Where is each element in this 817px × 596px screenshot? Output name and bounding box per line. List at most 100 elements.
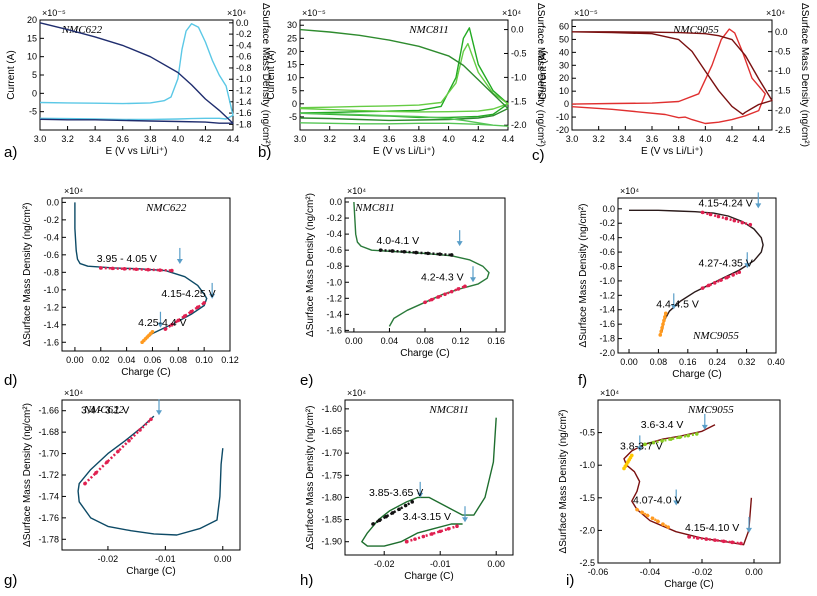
y-tick-label: -0.2 <box>599 218 615 228</box>
series-line-0 <box>629 209 764 332</box>
annotation-marker <box>645 513 650 518</box>
annotation-marker <box>635 507 639 512</box>
x-tick-label: -0.01 <box>430 559 451 569</box>
x-tick-label: 3.2 <box>61 134 74 144</box>
y2-tick-label: -0.8 <box>236 63 252 73</box>
plot-frame <box>39 19 234 131</box>
annotation-marker <box>426 251 430 256</box>
panel-label: a) <box>4 144 17 161</box>
y-tick-label: 30 <box>287 20 297 30</box>
annotation-marker <box>663 315 667 319</box>
annotation-label: 3.95 - 4.05 V <box>97 253 157 265</box>
annotation-marker <box>660 325 664 330</box>
annotation-marker <box>656 519 660 524</box>
series-line-0 <box>361 417 497 547</box>
annotation-marker <box>687 535 691 539</box>
annotation-marker <box>449 253 454 257</box>
annotation-label: 4.25-4.4 V <box>138 317 186 329</box>
x-tick-label: 0.08 <box>170 355 188 365</box>
x-axis-label: Charge (C) <box>664 579 713 590</box>
x-tick-label: 3.6 <box>383 134 396 144</box>
plot-frame <box>344 399 514 556</box>
annotation-marker <box>158 268 162 272</box>
x-tick-label: 3.0 <box>294 134 307 144</box>
x-tick-label: 3.8 <box>413 134 426 144</box>
y-tick-label: -0.4 <box>599 233 615 243</box>
annotation-marker <box>149 417 153 422</box>
y-tick-label: 10 <box>287 73 297 83</box>
annotation-marker <box>704 537 709 541</box>
x-tick-label: 0.40 <box>767 357 785 367</box>
x-tick-label: 4.2 <box>472 134 485 144</box>
y2-tick-label: -0.2 <box>236 29 252 39</box>
x-tick-label: 0.16 <box>487 336 505 346</box>
annotation-marker <box>695 432 699 436</box>
y-tick-label: 10 <box>559 86 569 96</box>
x-tick-label: 0.00 <box>66 355 84 365</box>
y-tick-label: -1.75 <box>321 470 342 480</box>
annotation-marker <box>446 526 451 531</box>
annotation-marker <box>456 287 461 291</box>
annotation-marker <box>732 218 737 223</box>
annotation-arrow-head <box>209 293 216 299</box>
annotation-marker <box>127 438 131 443</box>
annotation-marker <box>739 541 743 546</box>
y-tick-label: -0.6 <box>326 245 342 255</box>
annotation-label: 4.15-4.10 V <box>685 522 739 534</box>
y-tick-label: -0.2 <box>43 215 59 225</box>
x-tick-label: 3.0 <box>34 134 47 144</box>
y-tick-label: -1.0 <box>579 460 595 470</box>
annotation-marker <box>449 289 454 294</box>
series-line-0 <box>77 415 224 536</box>
y-tick-label: 0 <box>32 88 37 98</box>
panel-label: h) <box>300 572 313 589</box>
panel-h: -0.02 -0.01 0.00 -1.60 -1.65 -1.70 -1.75 -1.80 -… <box>300 388 514 589</box>
annotation-marker <box>116 449 120 454</box>
y-tick-label: -5 <box>29 107 37 117</box>
y-tick-label: 0.0 <box>602 204 615 214</box>
x-tick-label: 3.4 <box>619 134 632 144</box>
y2-tick-label: -2.5 <box>775 125 791 135</box>
y2-tick-label: -1.0 <box>775 66 791 76</box>
panel-label: i) <box>566 572 574 589</box>
annotation-label: 3.85-3.65 V <box>369 487 423 499</box>
y2-tick-label: -0.6 <box>236 52 252 62</box>
annotation-marker <box>669 437 673 441</box>
annotation-label: 4.15-4.24 V <box>699 197 753 209</box>
y-tick-label: -1.4 <box>43 320 59 330</box>
annotation-arrow-head <box>470 277 476 283</box>
y-tick-label: -1.6 <box>599 319 615 329</box>
y-tick-label: -1.78 <box>38 534 59 544</box>
annotation-arrow-head <box>670 304 677 310</box>
annotation-marker <box>378 248 383 252</box>
y-tick-label: -20 <box>556 125 569 135</box>
annotation-marker <box>176 318 181 323</box>
annotation-marker <box>410 500 415 504</box>
annotation-label: 3.6-3.4 V <box>641 419 684 431</box>
x-axis-label: E (V vs Li/Li⁺) <box>106 146 168 157</box>
annotation-marker <box>443 292 447 297</box>
y-tick-label: -1.4 <box>599 305 615 315</box>
x-tick-label: -0.02 <box>692 567 713 577</box>
y-tick-label: -0.8 <box>43 267 59 277</box>
annotation-marker <box>660 439 664 443</box>
x-axis-label: Charge (C) <box>404 571 453 582</box>
annotation-label: 3.8-3.7 V <box>620 440 663 452</box>
x-tick-label: 4.2 <box>726 134 739 144</box>
y-tick-label: -1.70 <box>38 449 59 459</box>
series-line-1 <box>571 31 773 116</box>
y-axis-label: Current (A) <box>266 50 277 99</box>
annotation-arrow-head <box>636 446 643 452</box>
annotation-marker <box>110 266 115 271</box>
plot-frame <box>597 399 781 564</box>
y-axis-label: ΔSurface Mass Density (ng/cm²) <box>305 193 316 337</box>
annotation-marker <box>651 440 656 445</box>
y-tick-label: -0.4 <box>326 229 342 239</box>
x-tick-label: 3.6 <box>116 134 129 144</box>
annotation-marker <box>737 270 742 275</box>
y-axis-label: Current (A) <box>538 50 549 99</box>
x-tick-label: 3.8 <box>144 134 157 144</box>
annotation-marker <box>712 281 717 285</box>
annotation-marker <box>138 428 142 432</box>
y-tick-label: -2.5 <box>579 558 595 568</box>
